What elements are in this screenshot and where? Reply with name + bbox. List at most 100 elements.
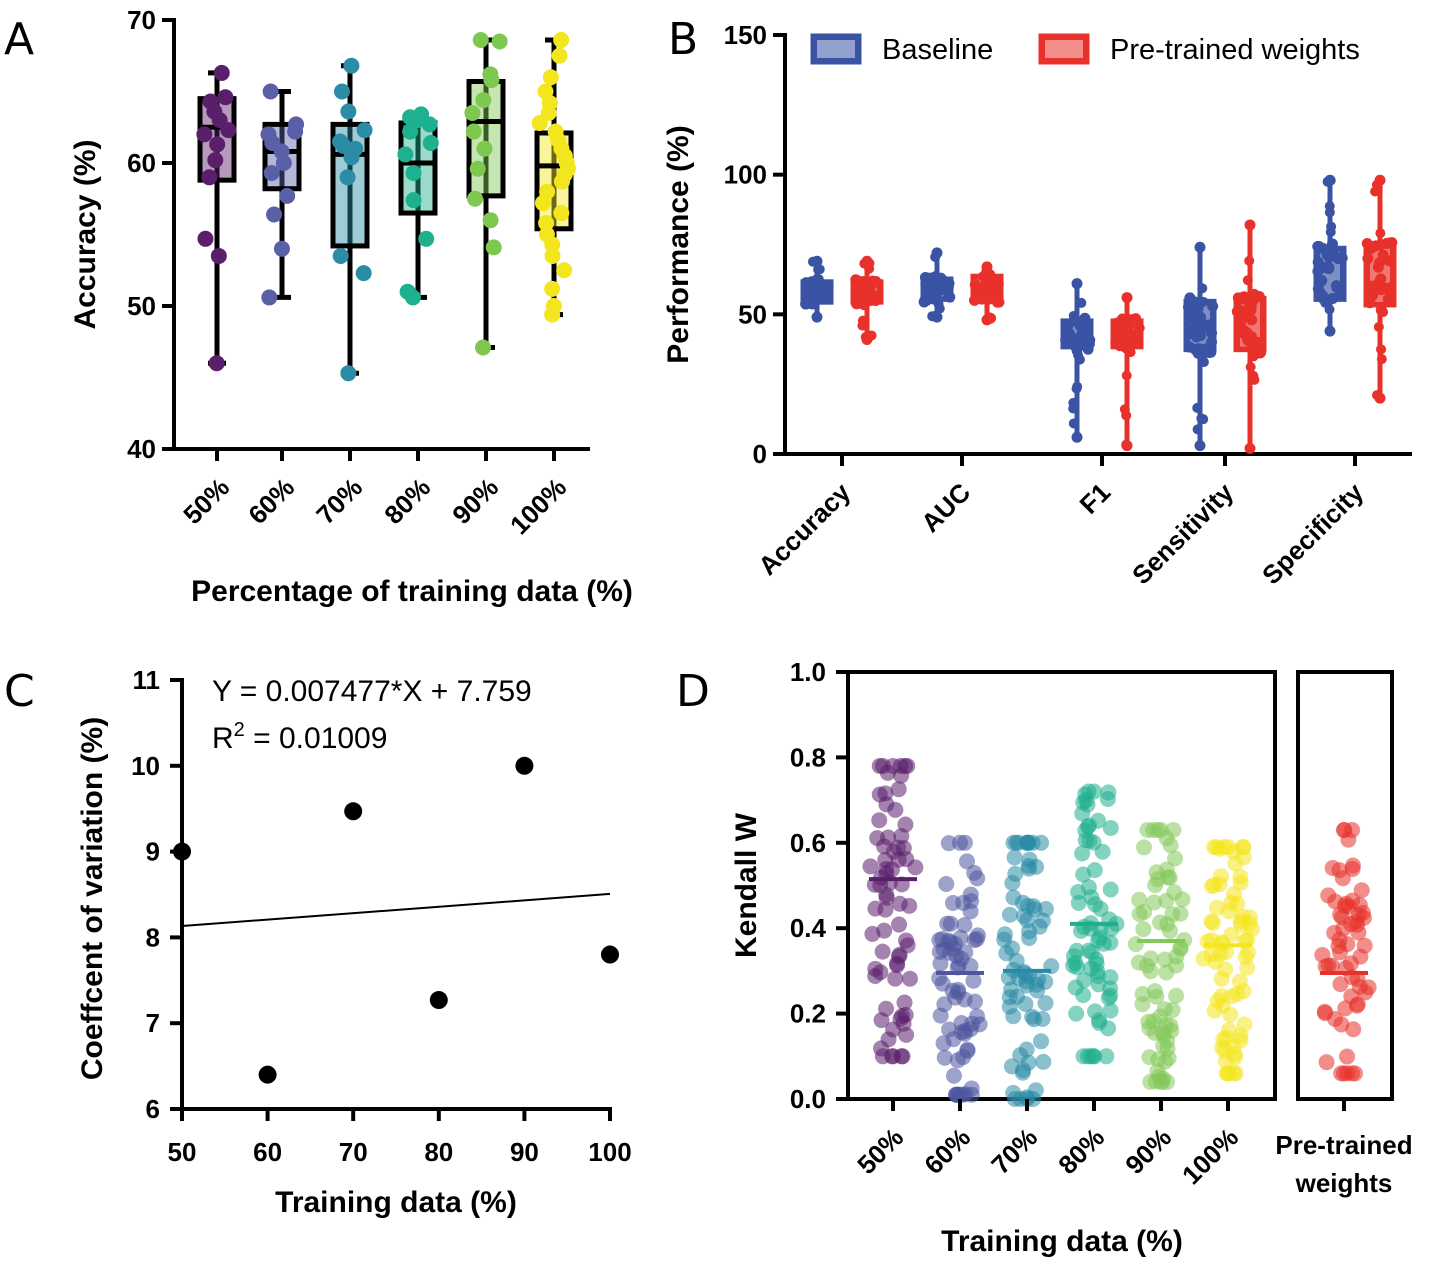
data-point	[1324, 201, 1335, 212]
data-point	[1001, 989, 1018, 1006]
data-point	[1037, 995, 1054, 1012]
data-point	[1220, 1065, 1236, 1082]
data-point	[936, 285, 947, 296]
data-point	[1084, 334, 1096, 346]
panel-a-accuracy-boxplot: 40 50 60 70 50% 60% 70% 80% 90% 100% Accuracy (%) P…	[69, 5, 633, 608]
y-tick-label: 50	[127, 291, 156, 321]
data-point	[877, 785, 894, 802]
data-point	[258, 1065, 277, 1084]
data-point	[811, 255, 823, 267]
data-point	[1373, 321, 1384, 332]
data-point	[475, 92, 492, 109]
data-point	[1196, 331, 1207, 342]
data-point	[918, 296, 930, 308]
data-point	[957, 1022, 974, 1039]
data-point	[1074, 318, 1086, 330]
data-point	[1198, 414, 1209, 425]
data-point	[1198, 296, 1209, 307]
data-point	[1331, 931, 1348, 948]
x-tick-label: 70	[339, 1137, 368, 1167]
data-point	[1098, 1048, 1115, 1065]
data-point	[957, 944, 974, 961]
data-point	[1194, 440, 1206, 452]
data-point	[1242, 327, 1253, 338]
x-tick-label: 80%	[378, 472, 436, 530]
data-point	[861, 333, 873, 345]
data-point	[1324, 859, 1341, 876]
data-point	[1005, 889, 1022, 906]
data-point	[1207, 300, 1219, 312]
data-point	[1244, 442, 1256, 454]
data-point	[332, 247, 349, 264]
data-point	[933, 299, 944, 310]
data-point	[897, 1006, 914, 1023]
data-point	[332, 133, 349, 150]
data-point	[1017, 995, 1034, 1012]
data-point	[208, 355, 225, 372]
legend-label: Pre-trained weights	[1110, 34, 1360, 66]
x-axis-label: Training data (%)	[275, 1186, 517, 1219]
data-point	[901, 970, 918, 987]
y-tick-label: 150	[724, 20, 767, 50]
data-point	[1033, 1033, 1050, 1050]
data-point	[553, 32, 570, 49]
data-point	[1117, 319, 1128, 330]
data-point	[1347, 1065, 1364, 1082]
data-point	[544, 280, 561, 297]
data-point	[1121, 410, 1132, 421]
data-point	[1068, 942, 1085, 959]
data-point	[1353, 882, 1370, 899]
x-axis-label: Percentage of training data (%)	[191, 575, 633, 608]
data-point	[1135, 921, 1152, 938]
data-point	[418, 230, 435, 247]
data-point	[1086, 1048, 1102, 1065]
data-point	[356, 122, 373, 139]
y-axis-label: Performance (%)	[662, 125, 695, 363]
data-point	[1010, 970, 1027, 987]
data-point	[1068, 310, 1079, 321]
data-point	[261, 289, 278, 306]
data-point	[1076, 972, 1093, 989]
data-point	[871, 812, 888, 829]
data-point	[1125, 347, 1136, 358]
data-point	[1195, 318, 1206, 329]
data-point	[878, 1000, 895, 1017]
x-tick-label: 50%	[851, 1122, 909, 1180]
data-point	[944, 291, 956, 303]
data-point	[1102, 881, 1119, 898]
data-point	[402, 123, 419, 140]
data-point	[1248, 351, 1259, 362]
data-point	[1323, 957, 1340, 974]
data-point	[1168, 948, 1185, 965]
y-tick-label: 0.8	[790, 742, 826, 772]
plot-frame	[846, 670, 1277, 1101]
data-point	[1087, 1003, 1104, 1020]
y-tick-label: 6	[146, 1094, 160, 1124]
y-tick-label: 0.0	[790, 1084, 826, 1114]
data-point	[1339, 1048, 1356, 1065]
data-point	[482, 66, 499, 83]
data-point	[1069, 333, 1081, 345]
data-point	[938, 876, 955, 893]
data-point	[1019, 912, 1036, 929]
y-tick-label: 11	[133, 665, 161, 695]
data-point	[966, 932, 983, 949]
data-point	[1317, 1005, 1334, 1022]
data-point	[333, 83, 350, 100]
data-point	[217, 89, 234, 106]
data-point	[1068, 418, 1079, 429]
data-point	[1247, 297, 1258, 308]
x-tick-label: 100%	[1176, 1122, 1244, 1190]
y-tick-label: 100	[724, 160, 767, 190]
data-point	[1314, 277, 1326, 289]
panel-letter-d: D	[676, 666, 710, 717]
data-point	[542, 69, 559, 86]
data-point	[279, 187, 296, 204]
data-point	[965, 972, 982, 989]
data-point	[861, 255, 873, 267]
data-point	[1071, 431, 1083, 443]
data-point	[1217, 961, 1234, 978]
data-point	[1156, 1001, 1173, 1018]
data-point	[1130, 954, 1147, 971]
data-point	[344, 802, 363, 821]
